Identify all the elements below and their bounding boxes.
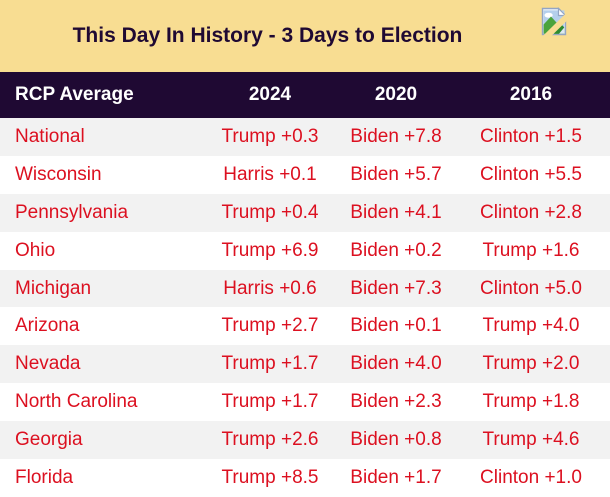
value-2024: Trump +0.4	[221, 201, 319, 223]
value-2024: Trump +2.7	[221, 315, 319, 337]
table-row-nevada: Nevada Trump +1.7 Biden +4.0 Trump +2.0	[0, 345, 610, 384]
state-cell: Wisconsin	[15, 163, 102, 185]
state-cell: Pennsylvania	[15, 201, 129, 223]
table-row-national: National Trump +0.3 Biden +7.8 Clinton +…	[0, 118, 610, 156]
value-2020: Biden +7.3	[350, 277, 442, 299]
value-2016: Trump +1.6	[482, 239, 580, 261]
value-2024: Trump +8.5	[221, 466, 319, 488]
broken-image-icon	[541, 7, 568, 36]
table-row-pennsylvania: Pennsylvania Trump +0.4 Biden +4.1 Clint…	[0, 193, 610, 232]
column-header-rcp-average: RCP Average	[15, 84, 134, 105]
value-2016: Clinton +2.8	[480, 201, 582, 223]
value-2024: Harris +0.6	[223, 277, 317, 299]
value-2024: Trump +1.7	[221, 353, 319, 375]
value-2020: Biden +0.1	[350, 315, 442, 337]
value-2016: Clinton +5.5	[480, 163, 582, 185]
table-row-michigan: Michigan Harris +0.6 Biden +7.3 Clinton …	[0, 269, 610, 308]
value-2016: Clinton +5.0	[480, 277, 582, 299]
value-2024: Trump +6.9	[221, 239, 319, 261]
table-row-ohio: Ohio Trump +6.9 Biden +0.2 Trump +1.6	[0, 231, 610, 270]
value-2024: Trump +0.3	[221, 125, 319, 147]
table-row-arizona: Arizona Trump +2.7 Biden +0.1 Trump +4.0	[0, 307, 610, 346]
state-cell: North Carolina	[15, 391, 138, 413]
value-2024: Harris +0.1	[223, 163, 317, 185]
value-2016: Trump +2.0	[482, 353, 580, 375]
state-cell: Florida	[15, 466, 74, 488]
page-title: This Day In History - 3 Days to Election	[72, 24, 463, 47]
value-2024: Trump +2.6	[221, 429, 319, 451]
state-cell: Nevada	[15, 353, 81, 375]
value-2024: Trump +1.7	[221, 391, 319, 413]
value-2020: Biden +4.0	[350, 353, 442, 375]
table-body: National Trump +0.3 Biden +7.8 Clinton +…	[0, 118, 610, 497]
value-2016: Clinton +1.5	[480, 125, 582, 147]
value-2020: Biden +1.7	[350, 466, 442, 488]
state-cell: National	[15, 125, 85, 147]
value-2020: Biden +5.7	[350, 163, 442, 185]
value-2020: Biden +0.2	[350, 239, 442, 261]
column-header-2016: 2016	[509, 84, 553, 105]
table-header-row: RCP Average 2024 2020 2016	[0, 72, 610, 118]
table-row-georgia: Georgia Trump +2.6 Biden +0.8 Trump +4.6	[0, 421, 610, 460]
state-cell: Georgia	[15, 429, 83, 451]
table-row-north-carolina: North Carolina Trump +1.7 Biden +2.3 Tru…	[0, 383, 610, 422]
value-2020: Biden +4.1	[350, 201, 442, 223]
column-header-2020: 2020	[374, 84, 418, 105]
title-banner: This Day In History - 3 Days to Election	[0, 0, 610, 72]
table-row-florida: Florida Trump +8.5 Biden +1.7 Clinton +1…	[0, 459, 610, 497]
value-2016: Trump +4.6	[482, 429, 580, 451]
value-2016: Trump +4.0	[482, 315, 580, 337]
column-header-2024: 2024	[248, 84, 292, 105]
table-row-wisconsin: Wisconsin Harris +0.1 Biden +5.7 Clinton…	[0, 155, 610, 194]
value-2016: Trump +1.8	[482, 391, 580, 413]
state-cell: Ohio	[15, 239, 56, 261]
state-cell: Michigan	[15, 277, 92, 299]
value-2020: Biden +2.3	[350, 391, 442, 413]
state-cell: Arizona	[15, 315, 80, 337]
value-2020: Biden +7.8	[350, 125, 442, 147]
value-2016: Clinton +1.0	[480, 466, 582, 488]
value-2020: Biden +0.8	[350, 429, 442, 451]
